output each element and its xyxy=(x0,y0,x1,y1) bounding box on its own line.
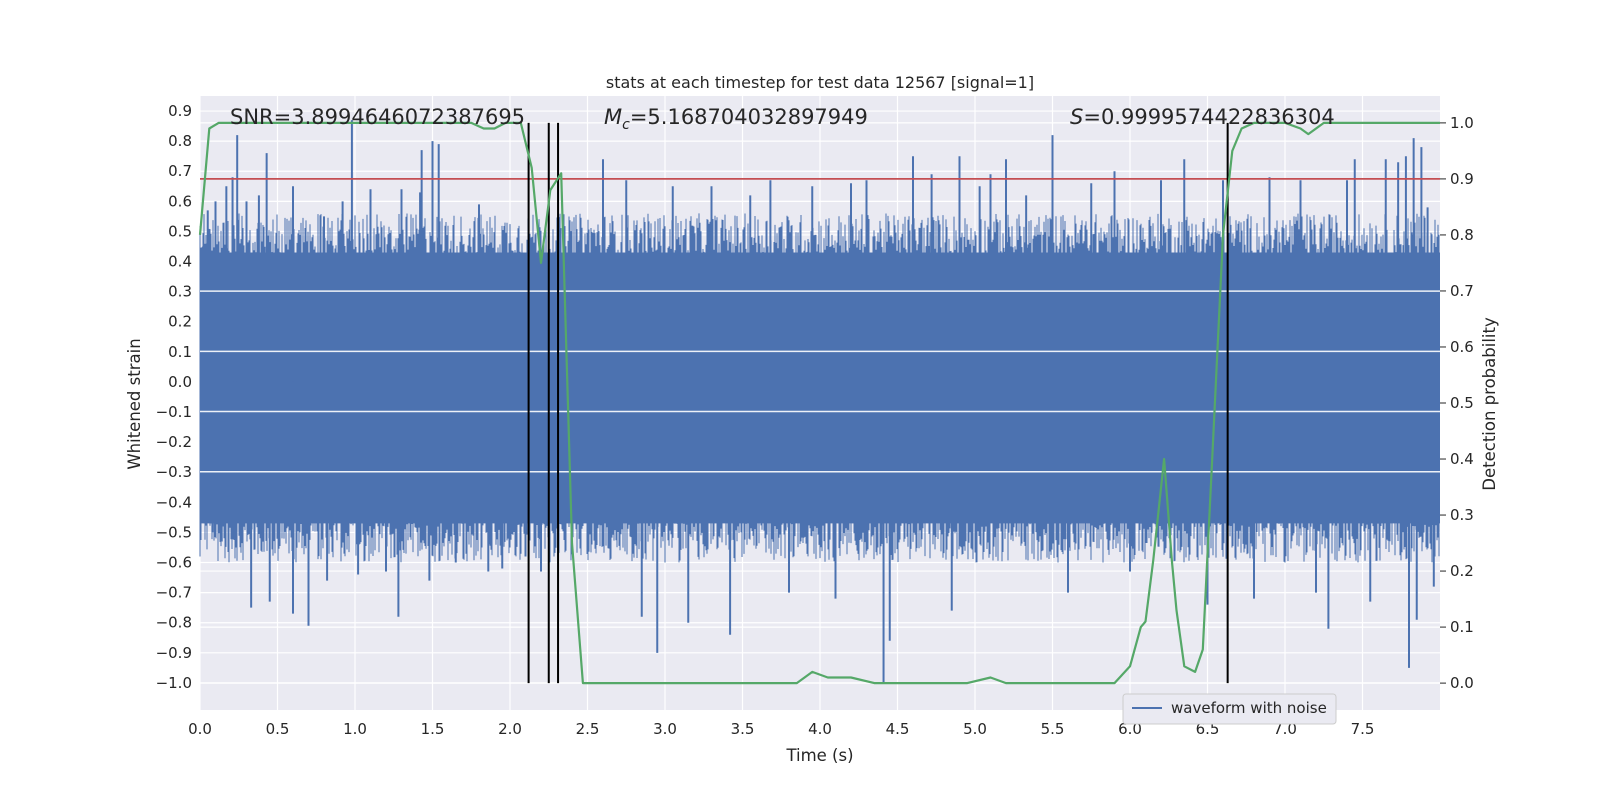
y-axis-label: Whitened strain xyxy=(125,338,144,469)
y-tick-label: −0.8 xyxy=(156,614,192,632)
y-tick-label: 0.6 xyxy=(168,192,192,210)
x-tick-label: 3.0 xyxy=(653,720,677,738)
y2-tick-label: 0.2 xyxy=(1450,562,1474,580)
y-tick-label: −0.6 xyxy=(156,554,192,572)
y-tick-label: 0.1 xyxy=(168,343,192,361)
x-tick-label: 3.5 xyxy=(731,720,755,738)
y2-axis-label: Detection probability xyxy=(1480,317,1499,491)
y2-tick-label: 0.7 xyxy=(1450,282,1474,300)
y-tick-label: −0.9 xyxy=(156,644,192,662)
y2-tick-label: 1.0 xyxy=(1450,114,1474,132)
mc-subscript: c xyxy=(622,117,630,133)
x-tick-label: 2.0 xyxy=(498,720,522,738)
x-tick-label: 4.0 xyxy=(808,720,832,738)
legend-label-waveform: waveform with noise xyxy=(1171,699,1327,717)
x-axis-label: Time (s) xyxy=(785,746,853,765)
x-tick-label: 1.5 xyxy=(421,720,445,738)
y-tick-label: −0.1 xyxy=(156,403,192,421)
mc-symbol: M xyxy=(604,105,622,129)
s-symbol: S xyxy=(1070,105,1083,129)
y2-tick-label: 0.1 xyxy=(1450,618,1474,636)
legend-box xyxy=(1122,693,1337,725)
y-tick-label: 0.0 xyxy=(168,373,192,391)
waveform-series xyxy=(199,120,1440,683)
x-tick-label: 0.5 xyxy=(266,720,290,738)
snr-annotation: SNR=3.8994646072387695 xyxy=(230,105,525,129)
probability-series xyxy=(198,121,1440,685)
x-tick-label: 5.0 xyxy=(963,720,987,738)
y2-tick-label: 0.9 xyxy=(1450,170,1474,188)
y-tick-label: 0.4 xyxy=(168,253,192,271)
y2-tick-label: 0.0 xyxy=(1450,674,1474,692)
y2-tick-label: 0.5 xyxy=(1450,394,1474,412)
y-tick-label: 0.9 xyxy=(168,102,192,120)
x-tick-label: 0.0 xyxy=(188,720,212,738)
chirp-mass-annotation: Mc=5.168704032897949 xyxy=(604,105,868,133)
x-tick-label: 7.5 xyxy=(1351,720,1375,738)
s-value: =0.9999574422836304 xyxy=(1083,105,1334,129)
y2-tick-labels: 1.0 0.9 0.8 0.7 0.6 0.5 0.4 0.3 0.2 0.1 0.0 xyxy=(1440,114,1474,692)
legend: waveform with noise xyxy=(1122,693,1337,725)
mc-value: =5.168704032897949 xyxy=(630,105,868,129)
y-tick-label: −0.4 xyxy=(156,493,192,511)
detection-statistic-annotation: S=0.9999574422836304 xyxy=(1070,105,1335,129)
y-tick-label: 0.3 xyxy=(168,283,192,301)
y2-tick-label: 0.3 xyxy=(1450,506,1474,524)
y2-tick-label: 0.4 xyxy=(1450,450,1474,468)
y-tick-label: 0.2 xyxy=(168,313,192,331)
event-lines xyxy=(527,122,1229,684)
x-tick-label: 2.5 xyxy=(576,720,600,738)
y-tick-label: 0.5 xyxy=(168,222,192,240)
y-tick-label: 0.7 xyxy=(168,162,192,180)
y-tick-label: −0.2 xyxy=(156,433,192,451)
x-tick-label: 5.5 xyxy=(1041,720,1065,738)
y-tick-label: −1.0 xyxy=(156,674,192,692)
detection-probability-line xyxy=(198,121,1440,685)
x-tick-label: 1.0 xyxy=(343,720,367,738)
y2-tick-label: 0.8 xyxy=(1450,226,1474,244)
y-tick-label: −0.3 xyxy=(156,463,192,481)
y-tick-label: −0.7 xyxy=(156,584,192,602)
y-tick-label: −0.5 xyxy=(156,523,192,541)
y-tick-label: 0.8 xyxy=(168,132,192,150)
chart-title: stats at each timestep for test data 125… xyxy=(606,73,1034,92)
y2-tick-label: 0.6 xyxy=(1450,338,1474,356)
x-tick-label: 4.5 xyxy=(886,720,910,738)
y-tick-labels: 0.9 0.8 0.7 0.6 0.5 0.4 0.3 0.2 0.1 0.0 −0.1 −0.2 −0… xyxy=(156,102,192,692)
waveform-noise-fringe xyxy=(199,213,1440,563)
